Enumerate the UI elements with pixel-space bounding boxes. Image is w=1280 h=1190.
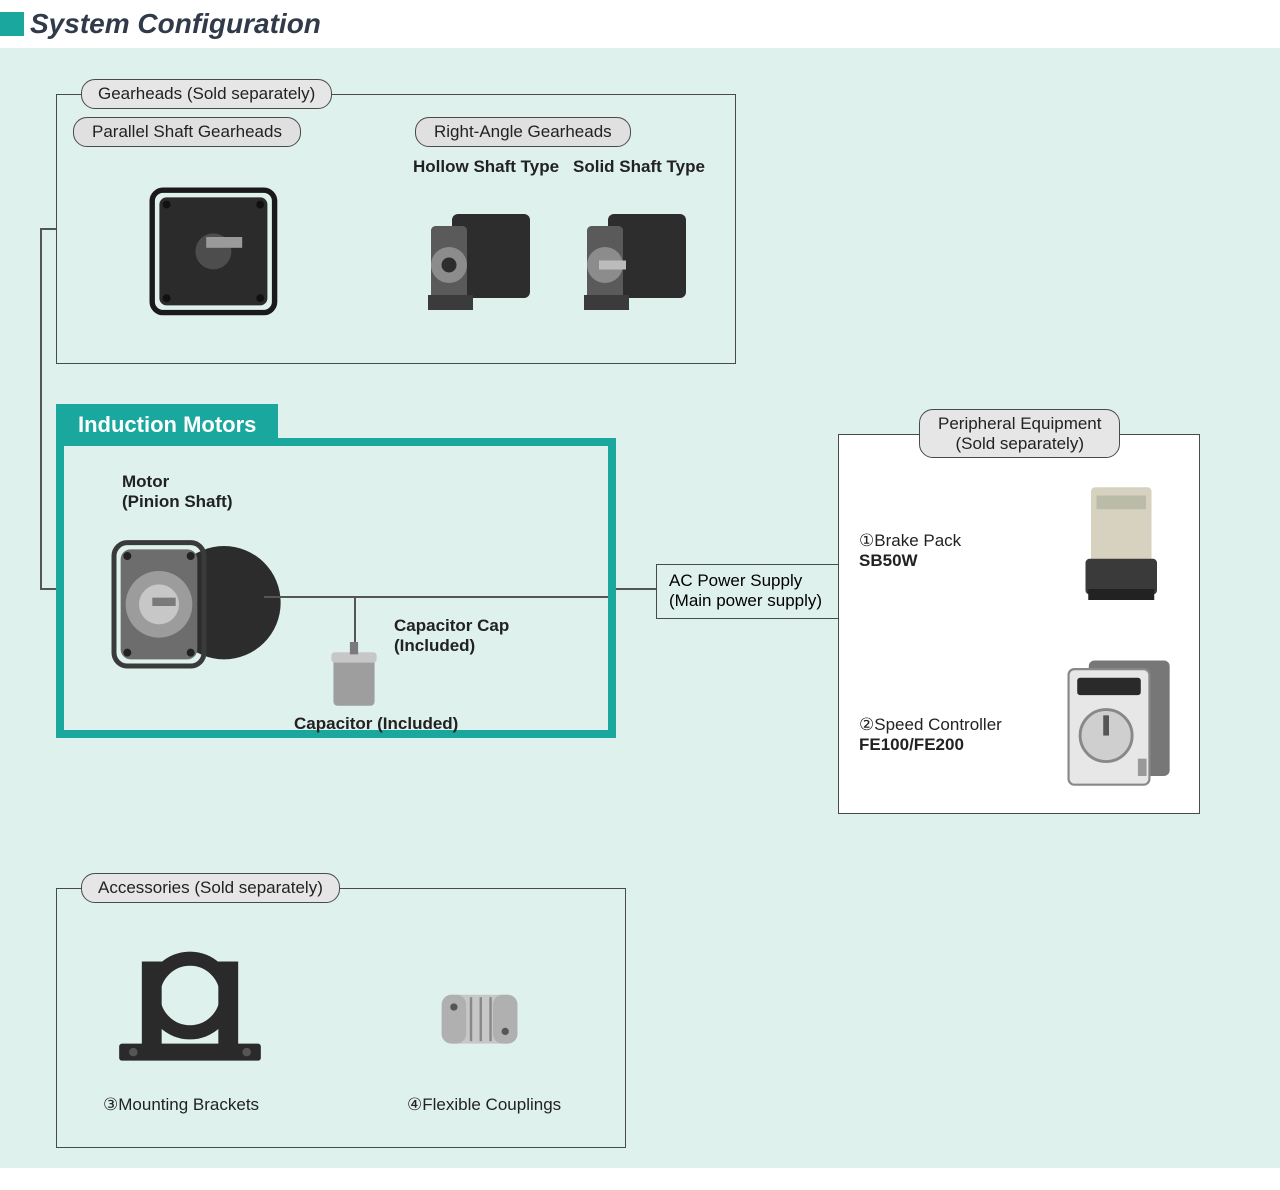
peripheral-legend-l2: (Sold separately) <box>955 434 1084 453</box>
induction-motors-box: Induction Motors Motor (Pinion Shaft) <box>56 438 616 738</box>
motor-label: Motor (Pinion Shaft) <box>122 472 232 513</box>
hollow-shaft-label: Hollow Shaft Type <box>413 157 559 177</box>
mounting-bracket-image <box>105 929 275 1079</box>
hollow-shaft-image <box>407 187 557 337</box>
speed-controller-label: ②Speed Controller FE100/FE200 <box>859 715 1002 756</box>
motor-image <box>104 516 304 706</box>
mounting-brackets-label: ③Mounting Brackets <box>103 1095 259 1115</box>
connector-gearheads-to-motors <box>40 228 42 588</box>
ac-power-l1: AC Power Supply <box>669 571 827 591</box>
right-angle-pill: Right-Angle Gearheads <box>415 117 631 147</box>
accessories-box: Accessories (Sold separately) ③Mounting … <box>56 888 626 1148</box>
brake-pack-text: Brake Pack <box>874 531 961 550</box>
speed-controller-model: FE100/FE200 <box>859 735 964 754</box>
brake-pack-label: ①Brake Pack SB50W <box>859 531 961 572</box>
connector-gearheads-h <box>40 228 56 230</box>
brake-pack-num: ① <box>859 531 874 551</box>
peripheral-legend: Peripheral Equipment (Sold separately) <box>919 409 1120 458</box>
motor-output-line <box>264 596 608 598</box>
gearheads-box: Gearheads (Sold separately) Parallel Sha… <box>56 94 736 364</box>
speed-controller-num: ② <box>859 715 874 735</box>
peripheral-legend-l1: Peripheral Equipment <box>938 414 1101 433</box>
brake-pack-image <box>1069 475 1179 615</box>
motor-label-l2: (Pinion Shaft) <box>122 492 232 511</box>
accessories-legend: Accessories (Sold separately) <box>81 873 340 903</box>
title-square-icon <box>0 12 24 36</box>
solid-shaft-label: Solid Shaft Type <box>573 157 705 177</box>
flexible-couplings-num: ④ <box>407 1095 422 1115</box>
speed-controller-image <box>1057 649 1187 799</box>
capacitor-image <box>322 642 386 714</box>
capacitor-cap-l1: Capacitor Cap <box>394 616 509 635</box>
flexible-couplings-text: Flexible Couplings <box>422 1095 561 1114</box>
parallel-shaft-pill: Parallel Shaft Gearheads <box>73 117 301 147</box>
solid-shaft-image <box>563 187 713 337</box>
flexible-coupling-image <box>427 963 537 1073</box>
mounting-brackets-num: ③ <box>103 1095 118 1115</box>
motor-label-l1: Motor <box>122 472 169 491</box>
flexible-couplings-label: ④Flexible Couplings <box>407 1095 561 1115</box>
gearheads-legend: Gearheads (Sold separately) <box>81 79 332 109</box>
induction-motors-tab: Induction Motors <box>56 404 278 444</box>
diagram-canvas: Gearheads (Sold separately) Parallel Sha… <box>0 48 1280 1168</box>
peripheral-box: Peripheral Equipment (Sold separately) ①… <box>838 434 1200 814</box>
page-title: System Configuration <box>30 8 321 40</box>
capacitor-cap-label: Capacitor Cap (Included) <box>394 616 509 657</box>
capacitor-drop-line <box>354 596 356 646</box>
ac-power-l2: (Main power supply) <box>669 591 827 611</box>
speed-controller-text: Speed Controller <box>874 715 1002 734</box>
motor-to-ac-line <box>616 588 656 590</box>
parallel-gearhead-image <box>127 165 307 345</box>
capacitor-cap-l2: (Included) <box>394 636 475 655</box>
connector-motors-h <box>40 588 56 590</box>
capacitor-label: Capacitor (Included) <box>294 714 458 734</box>
ac-power-box: AC Power Supply (Main power supply) <box>656 564 840 619</box>
brake-pack-model: SB50W <box>859 551 918 570</box>
page-title-bar: System Configuration <box>0 0 1280 54</box>
mounting-brackets-text: Mounting Brackets <box>118 1095 259 1114</box>
